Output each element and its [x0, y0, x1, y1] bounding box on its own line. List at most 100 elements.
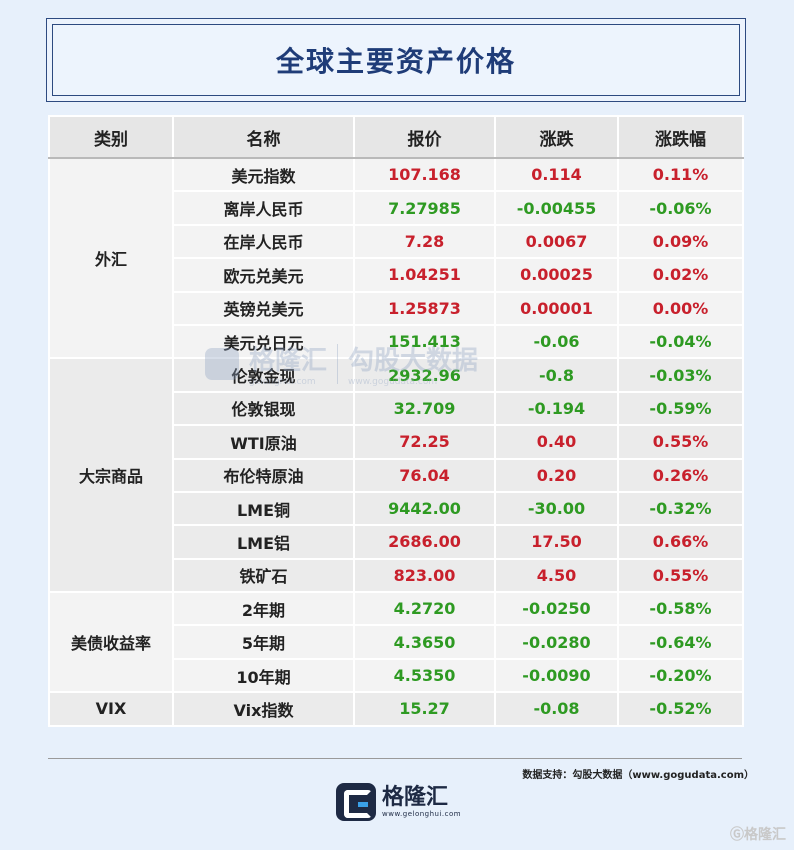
change-pct-cell: -0.32% [617, 490, 744, 527]
price-cell: 2686.00 [353, 524, 496, 560]
change-pct-cell: 0.55% [617, 557, 744, 594]
change-pct-cell: 0.00% [617, 290, 744, 326]
name-cell: 欧元兑美元 [172, 257, 355, 293]
change-cell: -0.0250 [494, 591, 619, 627]
name-cell: 10年期 [172, 657, 355, 694]
table-row: 大宗商品 伦敦金现 2932.96 -0.8 -0.03% [48, 357, 744, 594]
table-row: VIX Vix指数 15.27 -0.08 -0.52% [48, 691, 744, 727]
header-name: 名称 [172, 115, 355, 159]
header-change: 涨跌 [494, 115, 619, 159]
price-cell: 823.00 [353, 557, 496, 594]
change-pct-cell: 0.02% [617, 257, 744, 293]
change-cell: -30.00 [494, 490, 619, 527]
change-pct-cell: -0.04% [617, 323, 744, 360]
logo-name: 格隆汇 [382, 785, 449, 810]
name-cell: 铁矿石 [172, 557, 355, 594]
name-cell: 美元指数 [172, 156, 355, 193]
table-row: WTI原油 72.25 0.40 0.55% [49, 424, 744, 460]
asset-price-table: 类别 名称 报价 涨跌 涨跌幅 外汇 美元指数 107.168 0.114 0.11% 离… [48, 115, 744, 727]
price-cell: 72.25 [353, 424, 496, 460]
table-header: 类别 名称 报价 涨跌 涨跌幅 [48, 115, 744, 159]
name-cell: 2年期 [172, 591, 355, 627]
change-cell: -0.06 [494, 323, 619, 360]
price-cell: 15.27 [353, 691, 496, 727]
change-cell: 0.114 [494, 156, 619, 193]
table-row: 伦敦银现 32.709 -0.194 -0.59% [49, 390, 744, 427]
change-cell: -0.0090 [494, 657, 619, 694]
logo-url: www.gelonghui.com [382, 810, 462, 818]
category-cell: 大宗商品 [48, 357, 174, 594]
change-cell: -0.8 [494, 357, 619, 393]
change-pct-cell: -0.58% [617, 591, 744, 627]
change-cell: 0.00001 [494, 290, 619, 326]
table-row: LME铝 2686.00 17.50 0.66% [49, 524, 744, 560]
name-cell: 5年期 [172, 624, 355, 660]
corner-watermark: Ⓖ格隆汇 [730, 827, 786, 843]
name-cell: 在岸人民币 [172, 223, 355, 260]
change-pct-cell: -0.20% [617, 657, 744, 694]
category-cell: 美债收益率 [48, 591, 174, 694]
change-cell: -0.00455 [494, 190, 619, 226]
table-row: 在岸人民币 7.28 0.0067 0.09% [49, 223, 744, 260]
change-pct-cell: -0.03% [617, 357, 744, 393]
table-row: 布伦特原油 76.04 0.20 0.26% [49, 457, 744, 493]
price-cell: 4.5350 [353, 657, 496, 694]
price-cell: 2932.96 [353, 357, 496, 393]
change-cell: 0.0067 [494, 223, 619, 260]
name-cell: LME铝 [172, 524, 355, 560]
change-pct-cell: -0.64% [617, 624, 744, 660]
name-cell: 美元兑日元 [172, 323, 355, 360]
change-cell: 0.20 [494, 457, 619, 493]
change-cell: -0.194 [494, 390, 619, 427]
change-pct-cell: -0.52% [617, 691, 744, 727]
change-cell: 4.50 [494, 557, 619, 594]
price-cell: 4.2720 [353, 591, 496, 627]
table-body: 外汇 美元指数 107.168 0.114 0.11% 离岸人民币 7.27985 -0.00… [48, 156, 744, 727]
price-cell: 7.28 [353, 223, 496, 260]
price-cell: 76.04 [353, 457, 496, 493]
price-cell: 107.168 [353, 156, 496, 193]
table-row: 外汇 美元指数 107.168 0.114 0.11% [48, 156, 744, 360]
brand-logo: 格隆汇 www.gelonghui.com [336, 783, 461, 821]
title-inner-frame: 全球主要资产价格 [52, 24, 740, 96]
price-cell: 1.04251 [353, 257, 496, 293]
header-change-pct: 涨跌幅 [617, 115, 744, 159]
change-cell: 17.50 [494, 524, 619, 560]
change-cell: -0.08 [494, 691, 619, 727]
price-cell: 9442.00 [353, 490, 496, 527]
price-cell: 7.27985 [353, 190, 496, 226]
table-row: 5年期 4.3650 -0.0280 -0.64% [49, 624, 744, 660]
logo-icon [336, 783, 376, 821]
price-cell: 32.709 [353, 390, 496, 427]
change-pct-cell: -0.06% [617, 190, 744, 226]
change-pct-cell: 0.66% [617, 524, 744, 560]
change-cell: 0.40 [494, 424, 619, 460]
table-row: 10年期 4.5350 -0.0090 -0.20% [49, 657, 744, 694]
table-row: 英镑兑美元 1.25873 0.00001 0.00% [49, 290, 744, 326]
change-cell: 0.00025 [494, 257, 619, 293]
table-row: 欧元兑美元 1.04251 0.00025 0.02% [49, 257, 744, 293]
change-pct-cell: -0.59% [617, 390, 744, 427]
header-price: 报价 [353, 115, 496, 159]
name-cell: 离岸人民币 [172, 190, 355, 226]
table-row: 铁矿石 823.00 4.50 0.55% [49, 557, 744, 594]
category-cell: VIX [48, 691, 174, 727]
change-pct-cell: 0.09% [617, 223, 744, 260]
header-category: 类别 [48, 115, 174, 159]
category-cell: 外汇 [48, 156, 174, 360]
name-cell: LME铜 [172, 490, 355, 527]
name-cell: 英镑兑美元 [172, 290, 355, 326]
name-cell: 伦敦金现 [172, 357, 355, 393]
change-pct-cell: 0.26% [617, 457, 744, 493]
price-cell: 4.3650 [353, 624, 496, 660]
change-pct-cell: 0.11% [617, 156, 744, 193]
price-cell: 151.413 [353, 323, 496, 360]
title-frame: 全球主要资产价格 [46, 18, 746, 102]
table-row: 美元兑日元 151.413 -0.06 -0.04% [49, 323, 744, 360]
table-bottom-rule [48, 758, 742, 759]
table-row: 美债收益率 2年期 4.2720 -0.0250 -0.58% [48, 591, 744, 694]
name-cell: 布伦特原油 [172, 457, 355, 493]
price-cell: 1.25873 [353, 290, 496, 326]
change-cell: -0.0280 [494, 624, 619, 660]
name-cell: WTI原油 [172, 424, 355, 460]
